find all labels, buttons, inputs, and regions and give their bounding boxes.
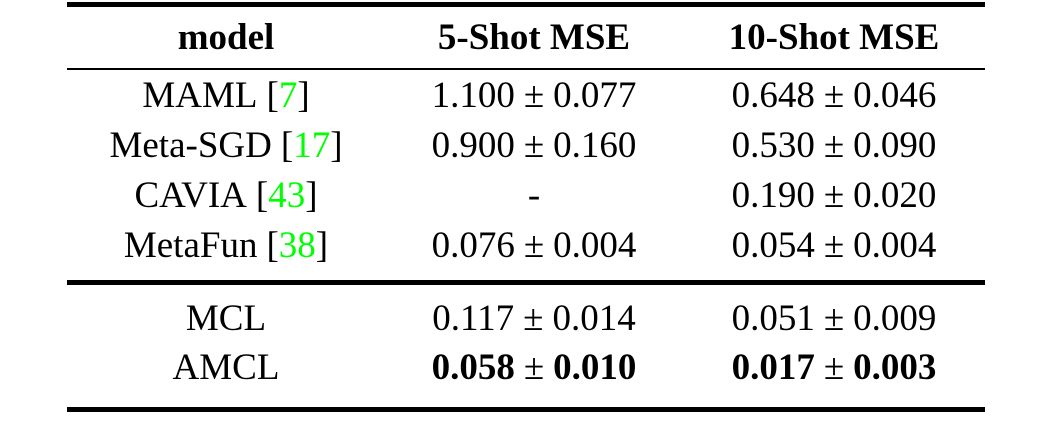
citation-bracket-open: [ xyxy=(280,124,294,166)
model-name: AMCL xyxy=(172,347,280,388)
plus-minus-symbol: ± xyxy=(523,74,545,116)
model-name-cell: MAML [7] xyxy=(67,74,385,117)
baselines-section: MAML [7] 1.100 ±0.077 0.648 ±0.046 Meta-SGD… xyxy=(67,70,985,280)
mse-error-best: 0.003 xyxy=(853,347,937,388)
plus-minus-symbol: ± xyxy=(823,347,845,388)
model-name-cell: MetaFun [38] xyxy=(67,224,385,267)
table-row-cavia: CAVIA [43] - 0.190 ±0.020 xyxy=(67,170,985,220)
mse-10shot-cell: 0.054 ±0.004 xyxy=(683,224,985,267)
table-header-row: model 5-Shot MSE 10-Shot MSE xyxy=(67,7,985,68)
mse-error-best: 0.010 xyxy=(553,347,637,388)
citation-link[interactable]: 17 xyxy=(293,124,331,166)
citation-bracket-close: ] xyxy=(305,174,318,216)
table-row-maml: MAML [7] 1.100 ±0.077 0.648 ±0.046 xyxy=(67,70,985,120)
column-header-5shot-mse: 5-Shot MSE xyxy=(437,17,631,58)
citation-link[interactable]: 38 xyxy=(278,224,316,266)
mse-error: 0.009 xyxy=(853,298,937,339)
mse-10shot-cell: 0.530 ±0.090 xyxy=(683,124,985,167)
citation-bracket-close: ] xyxy=(297,74,310,116)
mse-error: 0.077 xyxy=(553,74,637,116)
citation-bracket-close: ] xyxy=(315,224,329,266)
mse-value: 0.648 xyxy=(731,74,815,116)
mse-value: 0.530 xyxy=(731,124,815,166)
table-row-meta-sgd: Meta-SGD [17] 0.900 ±0.160 0.530 ±0.090 xyxy=(67,120,985,170)
table-row-amcl: AMCL 0.058 ±0.010 0.017 ±0.003 xyxy=(67,343,985,392)
column-header-model: model xyxy=(177,17,275,58)
mse-10shot-cell: 0.017 ±0.003 xyxy=(683,346,985,389)
plus-minus-symbol: ± xyxy=(823,124,845,166)
mse-error: 0.014 xyxy=(552,298,636,339)
mse-error: 0.004 xyxy=(553,224,637,266)
mse-value: 0.076 xyxy=(431,224,515,266)
table-rule-middle xyxy=(67,280,985,285)
citation-bracket-open: [ xyxy=(266,74,279,116)
ours-section: MCL 0.117 ±0.014 0.051 ±0.009 AMCL 0.058 ±0… xyxy=(67,285,985,407)
plus-minus-symbol: ± xyxy=(823,174,845,216)
model-name: MCL xyxy=(185,298,267,339)
model-name-cell: Meta-SGD [17] xyxy=(67,124,385,167)
citation-bracket-open: [ xyxy=(266,224,279,266)
mse-value: 0.051 xyxy=(731,298,815,339)
mse-10shot-cell: 0.648 ±0.046 xyxy=(683,74,985,117)
mse-missing-dash: - xyxy=(527,174,541,216)
model-name: MetaFun xyxy=(123,224,258,266)
mse-5shot-cell: 1.100 ±0.077 xyxy=(385,74,683,117)
mse-error: 0.160 xyxy=(553,124,637,166)
table-rule-bottom xyxy=(67,407,985,412)
citation-link[interactable]: 43 xyxy=(268,174,306,216)
citation-bracket-open: [ xyxy=(255,174,269,216)
mse-value: 1.100 xyxy=(431,74,515,116)
model-name-cell: MCL xyxy=(67,297,385,340)
mse-5shot-cell: 0.117 ±0.014 xyxy=(385,297,683,340)
table-row-mcl: MCL 0.117 ±0.014 0.051 ±0.009 xyxy=(67,294,985,343)
mse-value: 0.900 xyxy=(431,124,515,166)
plus-minus-symbol: ± xyxy=(823,298,845,339)
mse-5shot-cell: - xyxy=(385,174,683,217)
mse-value-best: 0.017 xyxy=(731,347,815,388)
mse-value: 0.117 xyxy=(432,298,515,339)
plus-minus-symbol: ± xyxy=(823,74,845,116)
table-row-metafun: MetaFun [38] 0.076 ±0.004 0.054 ±0.004 xyxy=(67,220,985,270)
model-name: CAVIA xyxy=(134,174,247,216)
plus-minus-symbol: ± xyxy=(523,298,544,339)
mse-error: 0.090 xyxy=(853,124,937,166)
plus-minus-symbol: ± xyxy=(523,124,545,166)
results-table: model 5-Shot MSE 10-Shot MSE MAML [7] 1.1… xyxy=(67,2,985,412)
mse-5shot-cell: 0.058 ±0.010 xyxy=(385,346,683,389)
mse-10shot-cell: 0.190 ±0.020 xyxy=(683,174,985,217)
table-rule-top xyxy=(67,2,985,7)
model-name-cell: CAVIA [43] xyxy=(67,174,385,217)
model-name-cell: AMCL xyxy=(67,346,385,389)
citation-link[interactable]: 7 xyxy=(278,74,298,116)
mse-value: 0.190 xyxy=(731,174,815,216)
mse-value-best: 0.058 xyxy=(431,347,515,388)
mse-value: 0.054 xyxy=(731,224,815,266)
mse-error: 0.046 xyxy=(853,74,937,116)
mse-5shot-cell: 0.900 ±0.160 xyxy=(385,124,683,167)
plus-minus-symbol: ± xyxy=(823,224,845,266)
mse-10shot-cell: 0.051 ±0.009 xyxy=(683,297,985,340)
citation-bracket-close: ] xyxy=(330,124,343,166)
plus-minus-symbol: ± xyxy=(523,347,545,388)
mse-error: 0.004 xyxy=(853,224,937,266)
model-name: Meta-SGD xyxy=(109,124,272,166)
table-rule-header xyxy=(67,68,985,70)
column-header-10shot-mse: 10-Shot MSE xyxy=(728,17,940,58)
mse-5shot-cell: 0.076 ±0.004 xyxy=(385,224,683,267)
mse-error: 0.020 xyxy=(853,174,937,216)
plus-minus-symbol: ± xyxy=(523,224,545,266)
model-name: MAML xyxy=(142,74,258,116)
